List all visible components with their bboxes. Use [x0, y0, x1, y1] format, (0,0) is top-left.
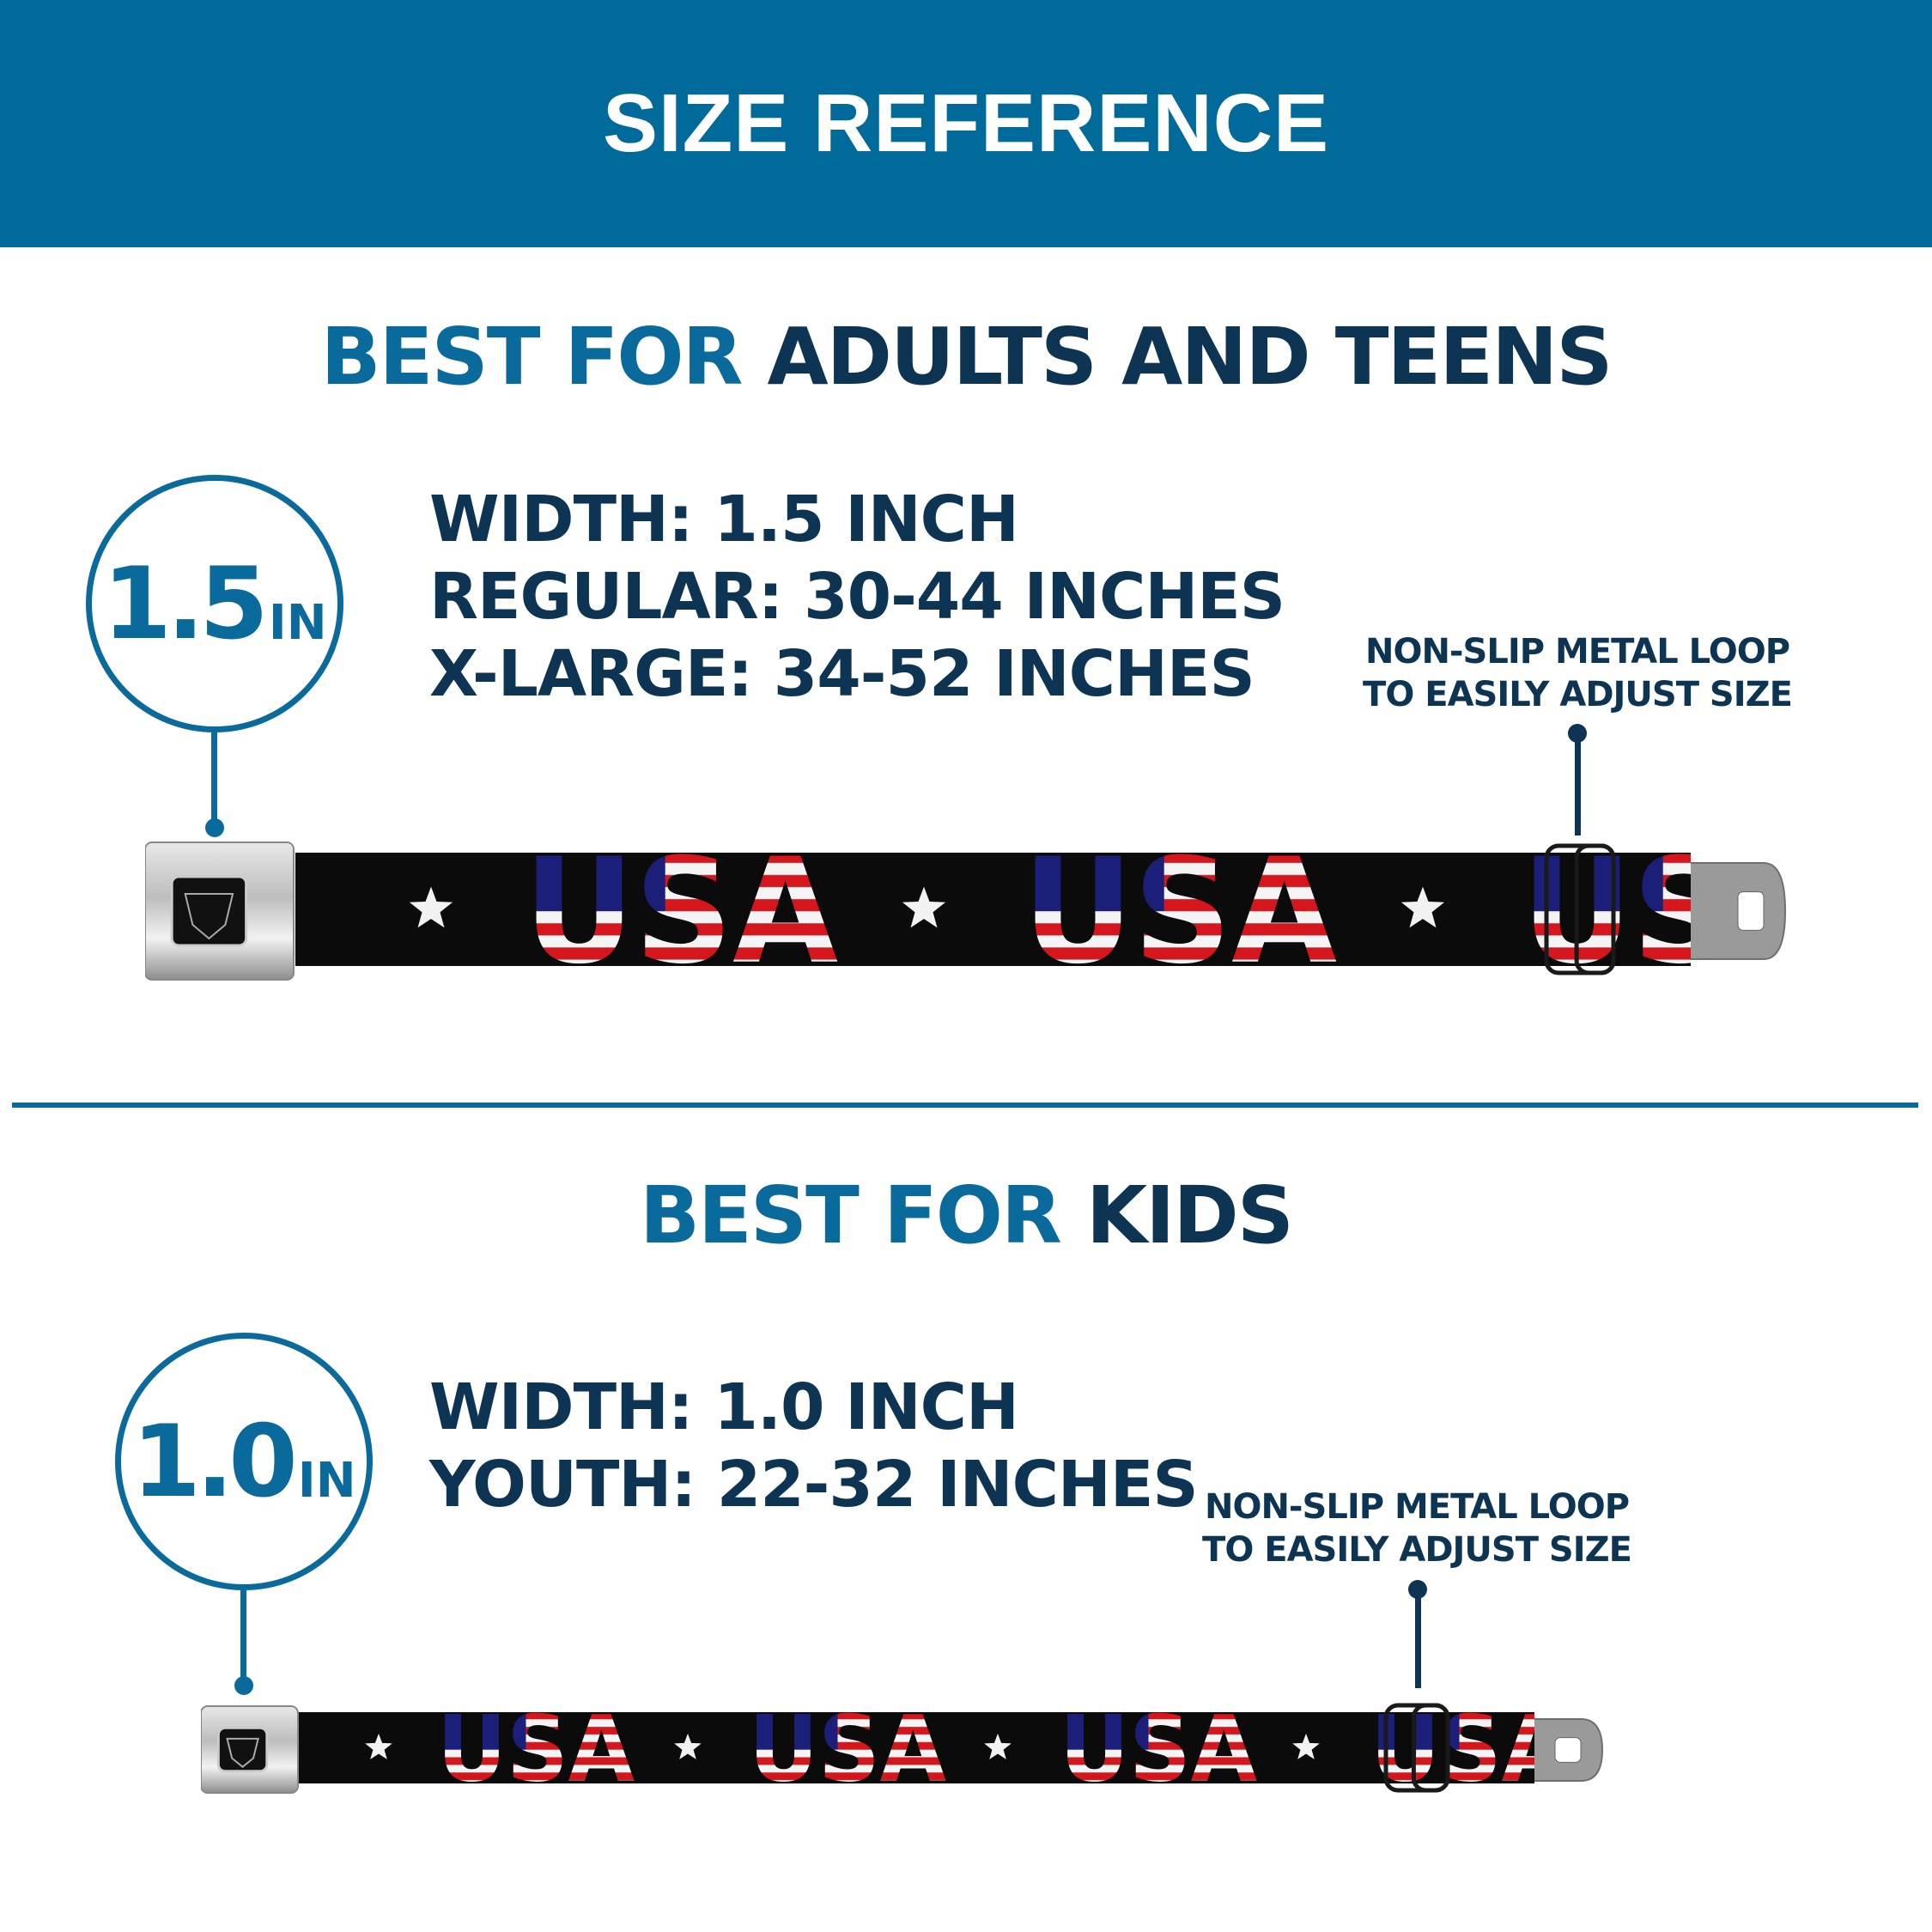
belt-strap — [295, 853, 1691, 966]
spec-xlarge: X-LARGE: 34-52 INCHES — [429, 637, 1255, 711]
belt-strap — [298, 1712, 1534, 1783]
adjuster-loop-bar — [1574, 843, 1616, 975]
header-banner: SIZE REFERENCE — [0, 0, 1932, 247]
star-icon — [365, 1733, 392, 1759]
star-icon — [1400, 886, 1445, 928]
usa-print-text: USA — [749, 1702, 946, 1798]
note-line: NON-SLIP METAL LOOP — [1204, 1487, 1630, 1527]
loop-pointer-line — [1575, 732, 1581, 835]
width-badge-kids: 1.0 IN — [115, 1333, 373, 1590]
usa-print-text: USA — [437, 1702, 635, 1798]
note-line: TO EASILY ADJUST SIZE — [1202, 1530, 1632, 1570]
adjuster-loop-bar — [1411, 1703, 1450, 1793]
buckle-logo-badge — [170, 875, 248, 947]
section-divider — [12, 1103, 1918, 1108]
badge-unit: IN — [268, 594, 327, 651]
adult-loop-note: NON-SLIP METAL LOOP TO EASILY ADJUST SIZ… — [1363, 630, 1793, 716]
adult-belt-image: USA USA USA — [145, 837, 1787, 987]
spec-youth: YOUTH: 22-32 INCHES — [429, 1448, 1199, 1522]
star-icon — [902, 886, 946, 928]
badge-pointer-line — [240, 1590, 246, 1685]
badge-unit: IN — [297, 1452, 356, 1509]
page-title: SIZE REFERENCE — [602, 77, 1330, 169]
badge-number: 1.0 — [131, 1403, 297, 1520]
adult-specs: WIDTH: 1.5 INCH REGULAR: 30-44 INCHES X-… — [429, 481, 1285, 713]
usa-print-text: USA — [524, 837, 838, 987]
badge-number: 1.5 — [102, 545, 268, 662]
strap-print: USA USA USA — [409, 837, 1787, 987]
star-icon — [1292, 1733, 1320, 1759]
tongue-slot — [1737, 891, 1765, 931]
star-icon — [984, 1733, 1012, 1759]
buckle-logo-badge — [216, 1726, 269, 1773]
bd-shield-logo-icon — [184, 893, 234, 940]
usa-print-text: USA — [1370, 1702, 1568, 1798]
usa-print-text: USA — [1522, 837, 1787, 987]
heading-main: KIDS — [1085, 1170, 1294, 1261]
note-line: TO EASILY ADJUST SIZE — [1363, 675, 1793, 714]
kids-heading: BEST FOR KIDS — [0, 1170, 1932, 1261]
spec-regular: REGULAR: 30-44 INCHES — [429, 560, 1285, 634]
badge-pointer-line — [211, 732, 217, 827]
spec-width: WIDTH: 1.5 INCH — [429, 483, 1019, 556]
badge-pointer-dot — [205, 818, 224, 837]
note-line: NON-SLIP METAL LOOP — [1364, 632, 1790, 671]
adults-heading: BEST FOR ADULTS AND TEENS — [0, 311, 1932, 403]
strap-print: USA USA USA USA — [365, 1702, 1568, 1798]
usa-print-text: USA — [1060, 1702, 1257, 1798]
tongue-slot — [1554, 1737, 1582, 1763]
heading-accent: BEST FOR — [639, 1170, 1062, 1261]
badge-pointer-dot — [234, 1676, 253, 1695]
kids-specs: WIDTH: 1.0 INCH YOUTH: 22-32 INCHES — [429, 1369, 1199, 1523]
width-badge-adult: 1.5 IN — [86, 475, 343, 732]
heading-main: ADULTS AND TEENS — [767, 311, 1613, 403]
bd-shield-logo-icon — [226, 1737, 259, 1768]
heading-accent: BEST FOR — [320, 311, 744, 403]
spec-width: WIDTH: 1.0 INCH — [429, 1370, 1019, 1444]
kids-belt-image: USA USA USA USA — [201, 1702, 1604, 1798]
star-icon — [674, 1733, 702, 1759]
kids-loop-note: NON-SLIP METAL LOOP TO EASILY ADJUST SIZ… — [1202, 1485, 1632, 1571]
star-icon — [409, 886, 453, 928]
loop-pointer-line — [1415, 1589, 1421, 1688]
usa-print-text: USA — [1023, 837, 1337, 987]
